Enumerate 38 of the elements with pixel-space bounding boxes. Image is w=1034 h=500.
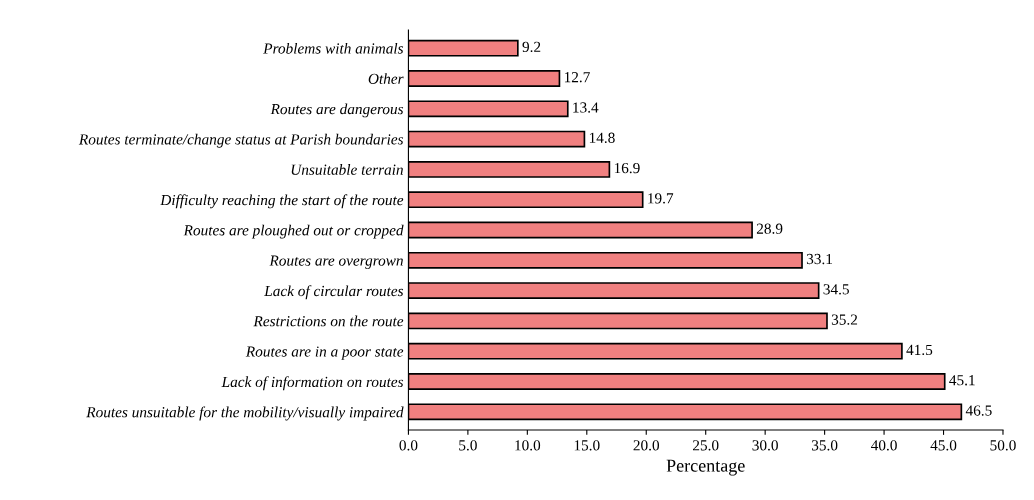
data-label: 12.7 [564, 72, 590, 83]
data-label: 34.5 [823, 284, 849, 295]
y-tick-label: Routes are dangerous [270, 103, 404, 118]
data-label: 16.9 [614, 162, 640, 174]
y-tick-label: Lack of circular routes [264, 285, 404, 300]
y-tick-label: Routes are in a poor state [245, 346, 404, 360]
y-tick-label: Routes unsuitable for the mobility/visually impaired [86, 406, 404, 421]
y-tick-label: Unsuitable terrain [291, 164, 403, 175]
y-tick-label: Problems with animals [263, 42, 404, 54]
data-label: 19.7 [648, 193, 674, 204]
y-tick-label: Other [368, 73, 404, 84]
x-tick-label: 25.0 [693, 440, 719, 451]
x-tick-label: 50.0 [990, 440, 1016, 451]
x-tick-label: 10.0 [515, 440, 541, 451]
y-tick-label: Routes are overgrown [269, 255, 403, 269]
data-label: 41.5 [906, 344, 933, 356]
y-tick-label: Restrictions on the route [253, 315, 404, 327]
y-tick-label: Routes terminate/change status at Parish boundaries [78, 133, 404, 148]
data-label: 9.2 [522, 41, 541, 53]
data-label: 13.4 [573, 102, 599, 113]
data-label: 45.1 [949, 375, 975, 386]
y-tick-label: Routes are ploughed out or cropped [183, 224, 404, 239]
data-label: 46.5 [965, 405, 992, 416]
x-tick-label: 30.0 [752, 440, 778, 451]
y-tick-label: Lack of information on routes [221, 376, 404, 391]
data-label: 35.2 [831, 314, 858, 325]
data-label: 33.1 [806, 253, 833, 265]
x-tick-label: 0.0 [399, 440, 418, 451]
x-tick-label: 45.0 [930, 440, 957, 451]
x-tick-label: 35.0 [811, 440, 838, 451]
x-tick-label: 15.0 [574, 440, 600, 451]
y-tick-label: Difficulty reaching the start of the route [160, 194, 404, 209]
data-label: 28.9 [756, 223, 783, 234]
x-tick-label: 5.0 [459, 440, 477, 451]
x-axis-title: Percentage [666, 459, 745, 476]
x-tick-label: 20.0 [633, 440, 660, 451]
x-tick-label: 40.0 [871, 440, 897, 451]
data-label: 14.8 [589, 132, 615, 143]
